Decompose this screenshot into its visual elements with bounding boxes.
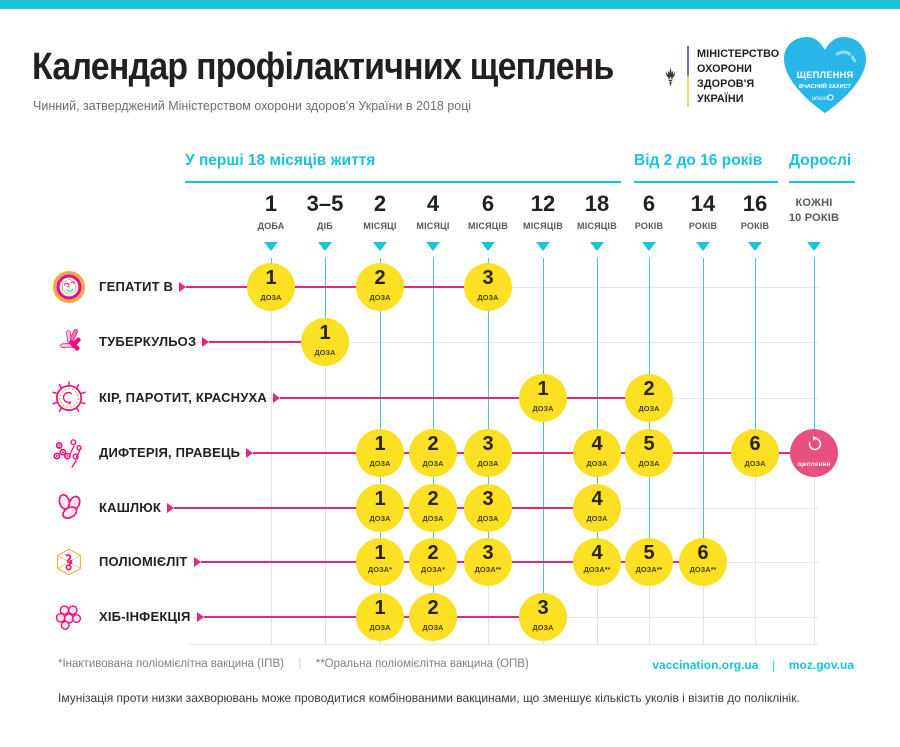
svg-text:unicef: unicef [812, 95, 830, 102]
svg-text:ВЧАСНИЙ ЗАХИСТ: ВЧАСНИЙ ЗАХИСТ [799, 82, 852, 90]
svg-text:ЩЕПЛЕННЯ: ЩЕПЛЕННЯ [797, 70, 854, 80]
